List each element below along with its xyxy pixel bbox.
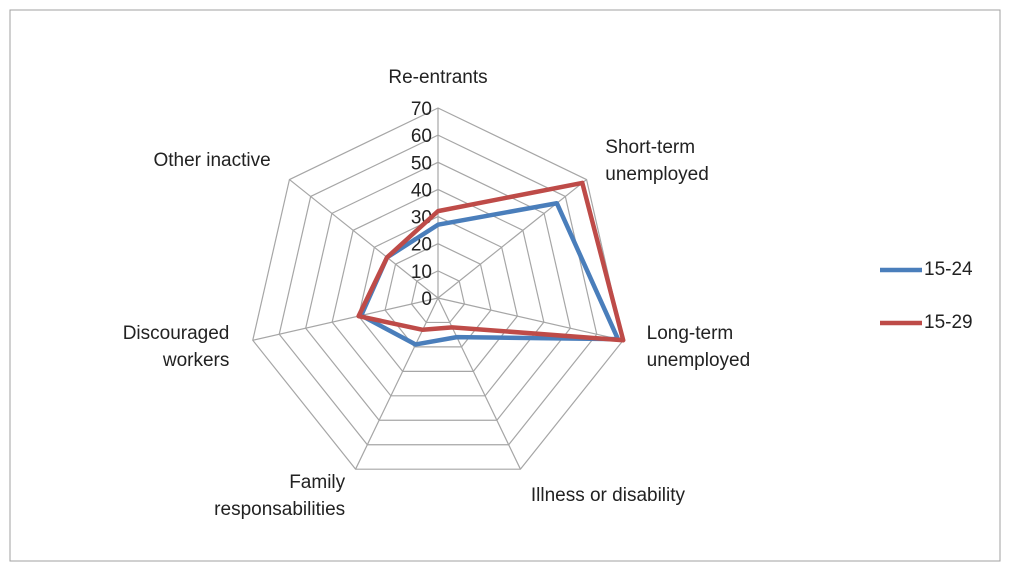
legend-label: 15-24 bbox=[924, 259, 973, 280]
grid-ring bbox=[384, 243, 492, 348]
spoke bbox=[437, 297, 624, 341]
grid-ring bbox=[252, 107, 624, 470]
spoke bbox=[437, 179, 587, 299]
category-label: Discouraged workers bbox=[123, 323, 230, 371]
category-label: Other inactive bbox=[153, 150, 270, 171]
category-label: Illness or disability bbox=[531, 485, 686, 506]
r-tick-label: 50 bbox=[411, 153, 432, 174]
chart-frame bbox=[9, 9, 1001, 562]
grid-ring bbox=[305, 161, 571, 421]
grid-ring bbox=[357, 215, 519, 372]
legend-label: 15-29 bbox=[924, 312, 973, 333]
grid-ring bbox=[278, 134, 598, 446]
r-tick-label: 40 bbox=[411, 180, 432, 201]
category-label: Family responsabilities bbox=[214, 472, 345, 520]
category-label: Re-entrants bbox=[388, 67, 487, 88]
category-label: Short-term unemployed bbox=[605, 137, 709, 185]
r-tick-label: 0 bbox=[421, 289, 432, 310]
r-tick-label: 10 bbox=[411, 262, 432, 283]
grid-ring bbox=[331, 188, 545, 397]
r-tick-label: 70 bbox=[411, 99, 432, 120]
series-line bbox=[356, 180, 626, 343]
r-tick-label: 60 bbox=[411, 126, 432, 147]
spoke bbox=[355, 297, 439, 470]
spoke bbox=[289, 179, 439, 299]
category-label: Long-term unemployed bbox=[647, 323, 751, 371]
spoke bbox=[252, 297, 439, 341]
grid-ring bbox=[410, 270, 466, 324]
